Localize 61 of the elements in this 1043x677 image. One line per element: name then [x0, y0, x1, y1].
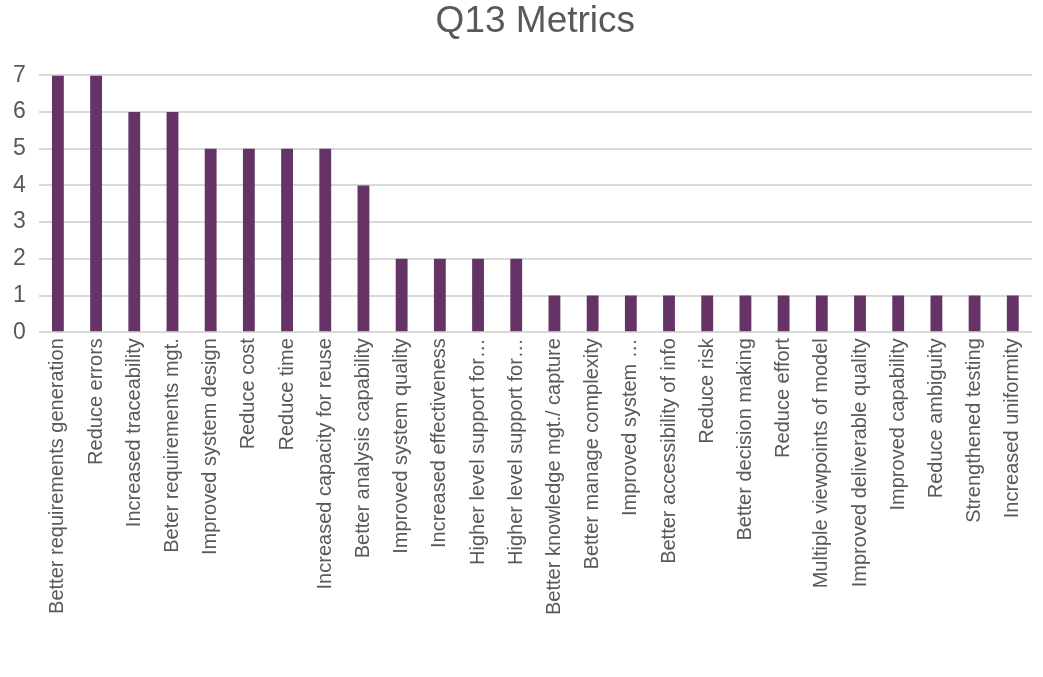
x-tick-label: Reduce effort — [771, 337, 794, 458]
bar — [624, 295, 637, 332]
bar — [472, 258, 484, 332]
x-tick-label: Improved system quality — [389, 338, 412, 554]
bar — [242, 148, 255, 332]
x-tick-label: Increased capacity for reuse — [312, 338, 335, 590]
y-tick-label: 7 — [12, 60, 26, 87]
y-tick-label: 5 — [12, 134, 26, 161]
y-tick-label: 0 — [12, 317, 26, 344]
bar — [663, 295, 675, 332]
x-tick-label: Improved system design — [198, 338, 221, 555]
bar — [128, 112, 141, 332]
x-tick-label: Higher level support for… — [465, 338, 488, 565]
bar — [204, 148, 217, 332]
x-tick-label: Reduce errors — [83, 338, 106, 465]
x-tick-label: Higher level support for… — [503, 338, 526, 565]
bar — [586, 295, 599, 332]
y-tick-label: 4 — [12, 170, 26, 197]
x-tick-label: Improved deliverable quality — [847, 338, 870, 588]
bar — [510, 258, 523, 332]
bar — [51, 75, 64, 332]
x-tick-label: Increased traceability — [121, 338, 144, 528]
x-tick-label: Increased uniformity — [1000, 338, 1023, 519]
bar — [777, 295, 790, 332]
x-tick-label: Multiple viewpoints of model — [809, 338, 832, 589]
bar — [395, 258, 408, 332]
bar — [319, 148, 332, 332]
x-tick-label: Increased effectiveness — [427, 338, 450, 548]
bar — [357, 185, 370, 332]
bar — [548, 295, 561, 332]
x-tick-label: Reduce cost — [236, 337, 259, 450]
bar — [892, 295, 905, 332]
x-tick-label: Reduce time — [274, 338, 297, 451]
y-tick-label: 3 — [12, 207, 26, 234]
bar — [1006, 295, 1019, 332]
x-tick-label: Better manage complexity — [580, 338, 603, 570]
bar — [739, 295, 752, 332]
x-tick-label: Better accessibility of info — [656, 338, 679, 564]
x-tick-label: Beter requirements mgt. — [159, 338, 182, 553]
x-tick-label: Improved system … — [618, 338, 641, 517]
bar — [968, 295, 981, 332]
bar — [433, 258, 446, 332]
bar — [166, 112, 179, 332]
chart-title: Q13 Metrics — [435, 0, 636, 41]
y-tick-label: 1 — [12, 280, 26, 307]
x-tick-label: Better analysis capability — [350, 338, 373, 559]
x-tick-label: Reduce ambiguity — [923, 338, 946, 499]
y-tick-label: 6 — [12, 97, 26, 124]
x-tick-label: Better decision making — [732, 338, 755, 541]
bar — [281, 148, 293, 332]
bar — [854, 295, 866, 332]
x-tick-label: Improved capability — [885, 338, 908, 511]
x-tick-label: Strengthened testing — [962, 338, 985, 523]
x-tick-label: Better requirements generation — [45, 338, 68, 614]
bar — [90, 75, 103, 332]
y-tick-label: 2 — [12, 244, 26, 271]
bar — [930, 295, 943, 332]
bar — [701, 295, 714, 332]
x-tick-label: Better knowledge mgt./ capture — [541, 338, 564, 616]
bar — [815, 295, 828, 332]
x-tick-label: Reduce risk — [694, 337, 717, 444]
